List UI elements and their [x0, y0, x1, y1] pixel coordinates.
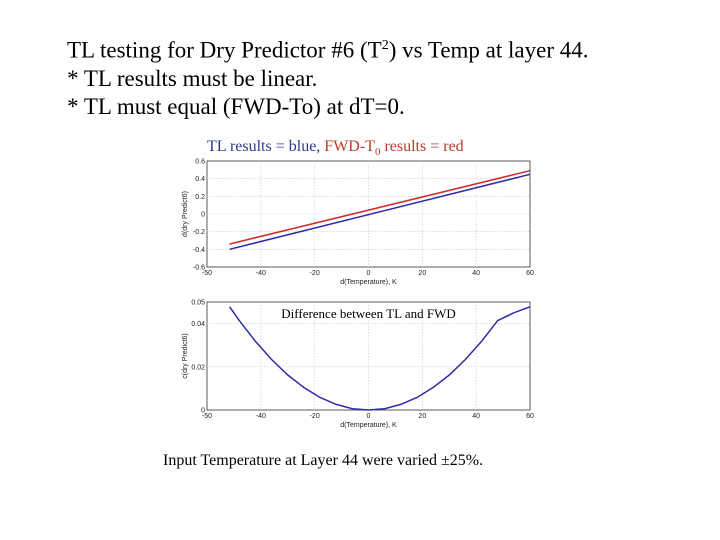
title-line-1: TL testing for Dry Predictor #6 (T2) vs …: [67, 37, 589, 63]
top-series-red-line: [229, 169, 531, 245]
top-y-tick-label: 0.4: [195, 176, 205, 183]
bottom-series-blue-line: [228, 306, 531, 411]
bottom-plot-title: Difference between TL and FWD: [281, 306, 455, 321]
top-y-tick-label: 0.6: [195, 159, 205, 166]
bottom-y-axis-label: c(dry Predict6): [182, 333, 189, 379]
slide-title: TL testing for Dry Predictor #6 (T2) vs …: [67, 32, 589, 121]
top-y-tick-label: 0.2: [195, 194, 205, 201]
footer-note: Input Temperature at Layer 44 were varie…: [163, 452, 484, 469]
top-series-blue-line: [229, 173, 531, 251]
title-line-2: * TL results must be linear.: [67, 65, 318, 91]
bottom-x-tick-label: -50: [202, 413, 212, 420]
bottom-y-tick-label: 0.05: [191, 300, 205, 307]
top-x-tick-label: 40: [472, 270, 480, 277]
bottom-x-tick-label: 0: [367, 413, 371, 420]
title-line-3: * TL must equal (FWD-To) at dT=0.: [67, 93, 405, 119]
top-y-tick-label: -0.6: [193, 265, 205, 272]
title-superscript: 2: [381, 38, 389, 53]
bottom-x-tick-label: 40: [472, 413, 480, 420]
chart-caption: TL results = blue, FWD-T0 results = red: [207, 138, 464, 158]
caption-red: FWD-T0 results = red: [324, 138, 464, 159]
bottom-y-tick-label: 0: [201, 408, 205, 415]
top-y-tick-label: -0.2: [193, 229, 205, 236]
bottom-y-tick-label: 0.02: [191, 364, 205, 371]
top-x-axis-label: d(Temperature), K: [340, 279, 397, 286]
bottom-x-tick-label: -40: [256, 413, 266, 420]
bottom-x-tick-label: 20: [418, 413, 426, 420]
top-y-axis-label: d(dry Predict6): [182, 191, 189, 237]
top-x-tick-label: 20: [418, 270, 426, 277]
bottom-x-axis-label: d(Temperature), K: [340, 422, 397, 429]
bottom-x-tick-label: -20: [310, 413, 320, 420]
top-x-tick-label: -20: [310, 270, 320, 277]
top-y-tick-label: -0.4: [193, 247, 205, 254]
top-x-tick-label: 0: [367, 270, 371, 277]
bottom-x-tick-label: 60: [526, 413, 534, 420]
top-x-tick-label: 60: [526, 270, 534, 277]
top-x-tick-label: -40: [256, 270, 266, 277]
top-y-tick-label: 0: [201, 212, 205, 219]
bottom-y-tick-label: 0.04: [191, 321, 205, 328]
top-x-tick-label: -50: [202, 270, 212, 277]
caption-blue: TL results = blue,: [207, 138, 321, 155]
